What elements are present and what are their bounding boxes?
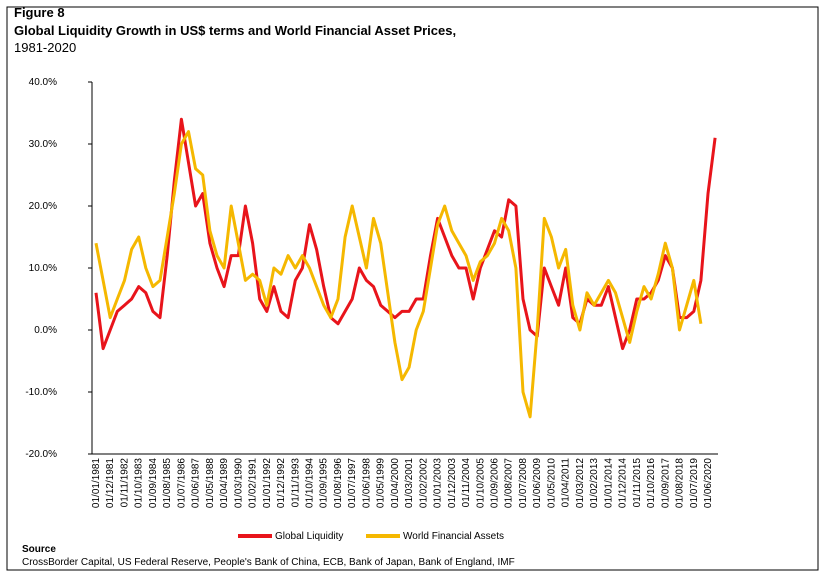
- x-tick-label: 01/04/2011: [561, 458, 572, 508]
- x-tick-label: 01/06/1987: [191, 458, 202, 508]
- x-tick-label: 01/01/2003: [433, 458, 444, 508]
- x-tick-label: 01/06/1998: [361, 458, 372, 508]
- figure-label: Figure 8: [14, 5, 65, 20]
- x-tick-label: 01/12/1981: [105, 458, 116, 508]
- y-tick-label: 40.0%: [29, 77, 57, 88]
- x-tick-label: 01/08/2007: [504, 458, 515, 508]
- y-tick-label: 20.0%: [29, 201, 57, 212]
- x-tick-label: 01/03/1990: [233, 458, 244, 508]
- chart-subtitle: 1981-2020: [14, 40, 76, 55]
- chart-title: Global Liquidity Growth in US$ terms and…: [14, 23, 456, 38]
- x-tick-label: 01/12/2003: [447, 458, 458, 508]
- x-tick-label: 01/08/2018: [675, 458, 686, 508]
- x-tick-label: 01/11/2015: [632, 458, 643, 508]
- x-tick-label: 01/10/1983: [134, 458, 145, 508]
- x-tick-label: 01/07/1997: [347, 458, 358, 508]
- x-tick-label: 01/04/1989: [219, 458, 230, 508]
- x-tick-label: 01/12/2014: [618, 458, 629, 508]
- x-tick-label: 01/02/2002: [418, 458, 429, 508]
- x-tick-label: 01/04/2000: [390, 458, 401, 508]
- x-tick-label: 01/01/1992: [262, 458, 273, 508]
- x-tick-label: 01/03/2012: [575, 458, 586, 508]
- x-tick-label: 01/11/2004: [461, 458, 472, 508]
- y-tick-label: 10.0%: [29, 263, 57, 274]
- x-tick-label: 01/09/1984: [148, 458, 159, 508]
- source-title: Source: [22, 544, 56, 555]
- x-tick-label: 01/03/2001: [404, 458, 415, 508]
- y-tick-label: 30.0%: [29, 139, 57, 150]
- x-tick-label: 01/02/2013: [589, 458, 600, 508]
- y-tick-label: -10.0%: [25, 387, 57, 398]
- y-tick-label: 0.0%: [34, 325, 57, 336]
- frame: [6, 6, 819, 571]
- x-tick-label: 01/11/1982: [119, 458, 130, 508]
- x-tick-label: 01/10/2005: [475, 458, 486, 508]
- x-tick-label: 01/06/2020: [703, 458, 714, 508]
- series-line: [94, 117, 717, 351]
- x-tick-label: 01/12/1992: [276, 458, 287, 508]
- x-tick-label: 01/08/1996: [333, 458, 344, 508]
- x-tick-label: 01/11/1993: [290, 458, 301, 508]
- x-tick-label: 01/10/2016: [646, 458, 657, 508]
- x-tick-label: 01/07/1986: [176, 458, 187, 508]
- x-tick-label: 01/02/1991: [248, 458, 259, 508]
- x-tick-label: 01/09/1995: [319, 458, 330, 508]
- x-tick-label: 01/07/2019: [689, 458, 700, 508]
- x-tick-label: 01/01/2014: [603, 458, 614, 508]
- x-tick-label: 01/09/2017: [660, 458, 671, 508]
- x-tick-label: 01/05/1999: [376, 458, 387, 508]
- source: CrossBorder Capital, US Federal Reserve,…: [22, 557, 515, 568]
- series-line: [94, 130, 703, 419]
- x-tick-label: 01/09/2006: [490, 458, 501, 508]
- y-tick-label: -20.0%: [25, 449, 57, 460]
- x-tick-label: 01/10/1994: [304, 458, 315, 508]
- legend-label: World Financial Assets: [403, 531, 504, 542]
- x-tick-label: 01/05/2010: [546, 458, 557, 508]
- x-tick-label: 01/08/1985: [162, 458, 173, 508]
- x-tick-label: 01/07/2008: [518, 458, 529, 508]
- x-tick-label: 01/05/1988: [205, 458, 216, 508]
- x-tick-label: 01/06/2009: [532, 458, 543, 508]
- x-tick-label: 01/01/1981: [91, 458, 102, 508]
- legend-label: Global Liquidity: [275, 531, 343, 542]
